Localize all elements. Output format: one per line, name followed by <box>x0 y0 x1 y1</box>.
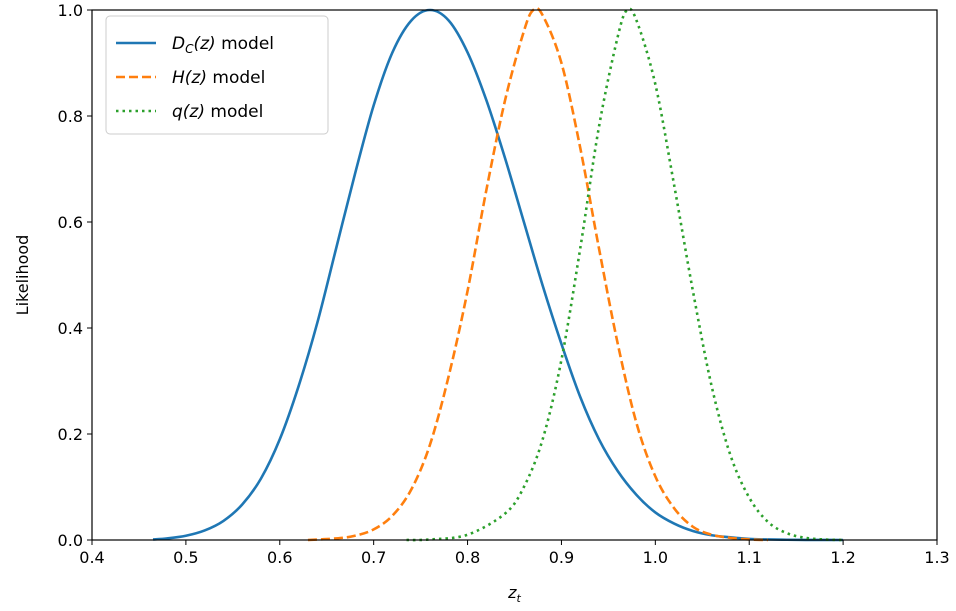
x-tick-label: 1.2 <box>830 548 855 567</box>
series-lines <box>152 6 844 542</box>
legend-label: q(z) model <box>172 102 263 122</box>
series-line-2 <box>406 7 844 542</box>
legend-box <box>105 15 329 135</box>
legend-label: DC(z) model <box>172 34 274 56</box>
legend-label-arg: (z) <box>193 34 215 54</box>
axes-frame <box>91 9 938 541</box>
series-line-0 <box>152 8 844 542</box>
x-tick-label: 0.8 <box>455 548 480 567</box>
y-tick-label: 0.8 <box>58 107 83 126</box>
y-tick-label: 0.2 <box>58 425 83 444</box>
series-line-1 <box>307 6 769 542</box>
x-axis: 0.4 0.5 0.6 0.7 0.8 0.9 1.0 1.1 1.2 1.3 <box>79 540 950 567</box>
y-axis-label: Likelihood <box>13 235 32 316</box>
x-axis-label-subscript: t <box>517 592 522 605</box>
x-tick-label: 1.0 <box>643 548 668 567</box>
x-tick-label: 1.3 <box>924 548 949 567</box>
legend-label-main: D <box>172 34 185 54</box>
y-tick-label: 1.0 <box>58 1 83 20</box>
y-tick-label: 0.0 <box>58 531 83 550</box>
legend-label-arg: (z) <box>183 102 205 122</box>
legend-label-rest: model <box>205 102 263 122</box>
legend-label-main: H <box>172 68 185 88</box>
y-tick-label: 0.6 <box>58 213 83 232</box>
x-tick-label: 1.1 <box>736 548 761 567</box>
x-tick-label: 0.4 <box>79 548 104 567</box>
legend-label-rest: model <box>216 34 274 54</box>
x-tick-label: 0.6 <box>267 548 292 567</box>
x-axis-label: zt <box>507 583 521 605</box>
legend-label-subscript: C <box>185 42 194 56</box>
legend-label-arg: (z) <box>185 68 207 88</box>
legend-label-main: q <box>172 102 183 122</box>
y-axis: 0.0 0.2 0.4 0.6 0.8 1.0 <box>58 1 92 550</box>
x-tick-label: 0.7 <box>361 548 386 567</box>
x-tick-label: 0.5 <box>173 548 198 567</box>
x-axis-label-main: z <box>507 583 517 602</box>
y-tick-label: 0.4 <box>58 319 83 338</box>
legend-label-rest: model <box>207 68 265 88</box>
x-tick-label: 0.9 <box>549 548 574 567</box>
legend-label: H(z) model <box>172 68 265 88</box>
